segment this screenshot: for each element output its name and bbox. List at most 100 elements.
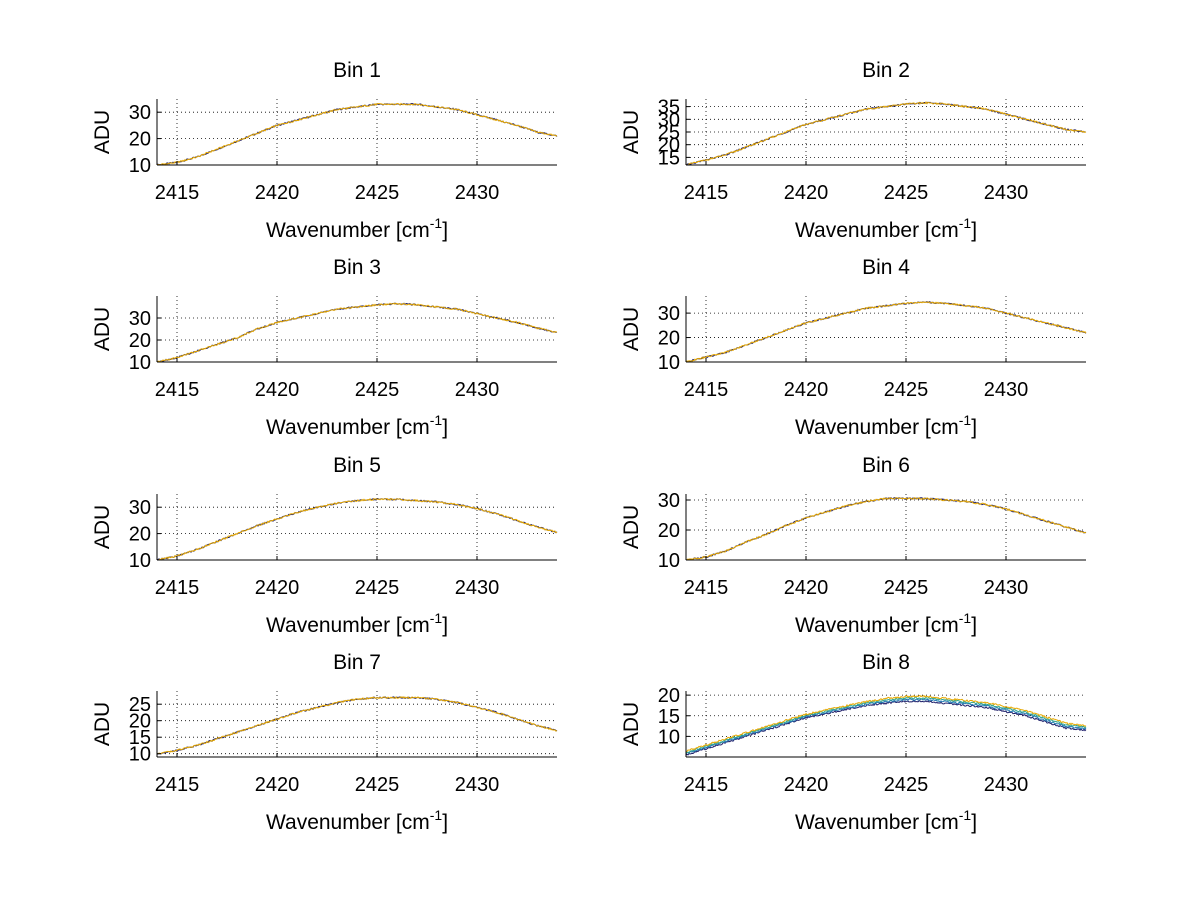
x-tick-label: 2430: [455, 774, 500, 796]
x-tick-label: 2420: [255, 182, 300, 204]
x-tick-label: 2425: [884, 379, 929, 401]
x-axis-label: Wavenumber [cm-1]: [795, 412, 977, 439]
x-tick-label: 2415: [155, 182, 200, 204]
x-axis-label-main: Wavenumber [cm: [266, 416, 430, 439]
x-tick-label: 2425: [884, 774, 929, 796]
y-tick-label: 10: [129, 155, 151, 177]
x-tick-label: 2425: [355, 577, 400, 599]
x-axis-label-superscript: -1: [430, 412, 443, 428]
chart-panel-1: 2415 2420 2425 2430 10 20 30 Bin 1 ADU Wavenumber…: [91, 59, 558, 242]
x-tick-label: 2430: [984, 577, 1029, 599]
series-line-2: [685, 301, 1087, 363]
x-tick-label: 2430: [984, 379, 1029, 401]
x-axis-label: Wavenumber [cm-1]: [266, 807, 448, 834]
series-line-1: [156, 497, 558, 561]
x-axis-label-superscript: -1: [959, 412, 972, 428]
series-line-1: [157, 696, 558, 755]
x-axis-label-main: Wavenumber [cm: [795, 811, 959, 834]
x-tick-label: 2420: [255, 774, 300, 796]
x-axis-label-main: Wavenumber [cm: [266, 614, 430, 637]
y-tick-label: 10: [129, 550, 151, 572]
series-line-1: [686, 300, 1087, 363]
y-tick-label: 20: [658, 520, 680, 542]
y-axis-label: ADU: [620, 702, 643, 746]
y-tick-label: 30: [129, 102, 151, 124]
x-axis-label-end: ]: [442, 811, 448, 834]
x-tick-label: 2420: [784, 577, 829, 599]
x-tick-label: 2425: [355, 182, 400, 204]
x-axis-label: Wavenumber [cm-1]: [795, 807, 977, 834]
chart-title: Bin 2: [862, 59, 910, 82]
series-line-2: [156, 302, 558, 363]
series-line-2: [685, 698, 1087, 755]
x-axis-label: Wavenumber [cm-1]: [266, 610, 448, 637]
x-tick-label: 2430: [984, 182, 1029, 204]
x-axis-label-superscript: -1: [430, 610, 443, 626]
x-tick-label: 2425: [884, 577, 929, 599]
chart-title: Bin 3: [333, 256, 381, 279]
y-tick-label: 15: [129, 727, 151, 749]
y-tick-label: 20: [658, 328, 680, 350]
x-axis-label: Wavenumber [cm-1]: [795, 610, 977, 637]
y-tick-label: 20: [129, 711, 151, 733]
y-tick-label: 30: [129, 497, 151, 519]
x-tick-label: 2420: [784, 774, 829, 796]
y-axis-label: ADU: [91, 702, 114, 746]
y-axis-label: ADU: [91, 505, 114, 549]
x-axis-label-main: Wavenumber [cm: [266, 811, 430, 834]
x-axis-label-end: ]: [971, 416, 977, 439]
x-axis-label-end: ]: [442, 614, 448, 637]
y-axis-label: ADU: [620, 307, 643, 351]
x-tick-label: 2430: [984, 774, 1029, 796]
chart-title: Bin 5: [333, 454, 381, 477]
y-tick-label: 30: [658, 109, 680, 131]
y-axis-label: ADU: [620, 505, 643, 549]
chart-panel-6: 2415 2420 2425 2430 10 20 30 Bin 6 ADU Wavenumber…: [620, 454, 1087, 637]
x-tick-label: 2425: [355, 379, 400, 401]
x-tick-label: 2415: [684, 379, 729, 401]
y-tick-label: 20: [658, 685, 680, 707]
x-axis-label-end: ]: [442, 219, 448, 242]
y-axis-label: ADU: [91, 110, 114, 154]
x-tick-label: 2430: [455, 182, 500, 204]
x-axis-label: Wavenumber [cm-1]: [266, 412, 448, 439]
x-axis-label-end: ]: [971, 614, 977, 637]
y-tick-label: 10: [658, 550, 680, 572]
x-axis-label-main: Wavenumber [cm: [795, 416, 959, 439]
x-axis-label: Wavenumber [cm-1]: [266, 215, 448, 242]
series-line-1: [685, 700, 1087, 756]
x-tick-label: 2420: [784, 379, 829, 401]
x-tick-label: 2415: [684, 774, 729, 796]
x-tick-label: 2415: [155, 774, 200, 796]
y-axis-label: ADU: [620, 110, 643, 154]
x-axis-label-end: ]: [971, 219, 977, 242]
chart-title: Bin 8: [862, 651, 910, 674]
x-axis-label-main: Wavenumber [cm: [795, 219, 959, 242]
x-axis-label-superscript: -1: [959, 610, 972, 626]
y-tick-label: 15: [658, 706, 680, 728]
x-axis-label-superscript: -1: [430, 807, 443, 823]
series-line-2: [156, 696, 558, 755]
x-tick-label: 2420: [784, 182, 829, 204]
x-tick-label: 2430: [455, 577, 500, 599]
series-line-3: [685, 696, 1087, 754]
x-axis-label-main: Wavenumber [cm: [266, 219, 430, 242]
series-line-4: [685, 694, 1087, 753]
y-tick-label: 10: [129, 744, 151, 766]
chart-title: Bin 6: [862, 454, 910, 477]
y-axis-label: ADU: [91, 307, 114, 351]
x-tick-label: 2425: [355, 774, 400, 796]
y-tick-label: 20: [658, 135, 680, 157]
y-tick-label: 35: [658, 97, 680, 119]
x-axis-label-main: Wavenumber [cm: [795, 614, 959, 637]
x-tick-label: 2415: [684, 577, 729, 599]
y-tick-label: 20: [129, 330, 151, 352]
x-tick-label: 2415: [155, 379, 200, 401]
series-line-1: [157, 302, 558, 363]
x-axis-label: Wavenumber [cm-1]: [795, 215, 977, 242]
y-tick-label: 25: [658, 122, 680, 144]
x-tick-label: 2415: [155, 577, 200, 599]
